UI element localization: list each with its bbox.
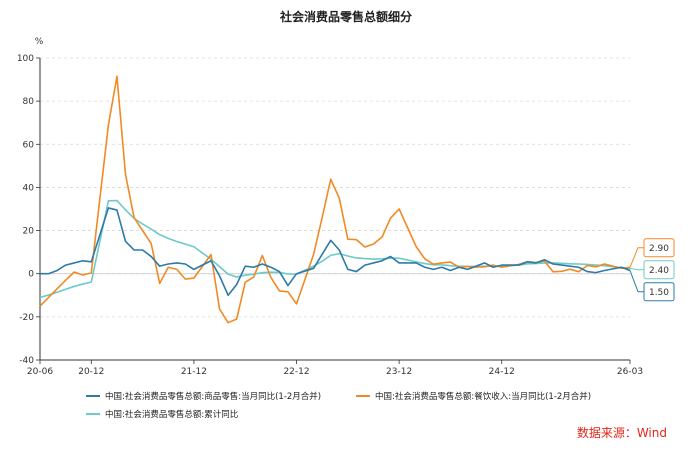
end-label-leader bbox=[629, 268, 644, 271]
y-tick-label: 80 bbox=[23, 97, 35, 107]
end-label-value: 1.50 bbox=[649, 288, 669, 298]
chart-title: 社会消费品零售总额细分 bbox=[279, 9, 412, 24]
y-tick-label: -20 bbox=[19, 313, 34, 323]
y-axis-unit: % bbox=[35, 37, 44, 47]
y-tick-label: 100 bbox=[17, 54, 34, 64]
x-tick-label: 22-12 bbox=[283, 367, 309, 377]
x-tick-label: 20-06 bbox=[27, 367, 53, 377]
end-label-box bbox=[643, 260, 675, 280]
x-tick-label: 21-12 bbox=[181, 367, 207, 377]
y-tick-label: 40 bbox=[23, 183, 35, 193]
end-labels: 2.90 2.40 1.50 bbox=[629, 238, 675, 302]
x-tick-label: 20-12 bbox=[78, 367, 104, 377]
series-layer bbox=[39, 75, 631, 324]
x-tick-label: 24-12 bbox=[489, 367, 515, 377]
end-label-value: 2.40 bbox=[649, 266, 669, 276]
x-tick-label: 26-03 bbox=[617, 367, 643, 377]
y-tick-label: -40 bbox=[19, 356, 34, 366]
y-tick-label: 60 bbox=[23, 140, 35, 150]
end-label-leader bbox=[629, 247, 644, 268]
legend: 中国:社会消费品零售总额:商品零售:当月同比(1-2月合并) 中国:社会消费品零售… bbox=[86, 391, 591, 420]
y-tick-label: 20 bbox=[23, 227, 35, 237]
series-line-1 bbox=[39, 75, 631, 324]
legend-label: 中国:社会消费品零售总额:餐饮收入:当月同比(1-2月合并) bbox=[375, 391, 591, 402]
end-label-box bbox=[643, 282, 675, 302]
legend-label: 中国:社会消费品零售总额:累计同比 bbox=[105, 409, 238, 420]
end-label-value: 2.90 bbox=[649, 244, 669, 254]
legend-label: 中国:社会消费品零售总额:商品零售:当月同比(1-2月合并) bbox=[105, 391, 321, 402]
axes: -40 -20 0 20 40 60 80 100 20-06 20-12 21-12 22-12 23… bbox=[17, 54, 643, 377]
series-line-0 bbox=[40, 207, 631, 297]
x-tick-label: 23-12 bbox=[386, 367, 412, 377]
series-line-2 bbox=[39, 199, 631, 299]
end-label-box bbox=[643, 238, 675, 258]
source-label: 数据来源：Wind bbox=[576, 426, 667, 440]
y-tick-label: 0 bbox=[28, 270, 34, 280]
end-label-leader bbox=[629, 270, 644, 293]
